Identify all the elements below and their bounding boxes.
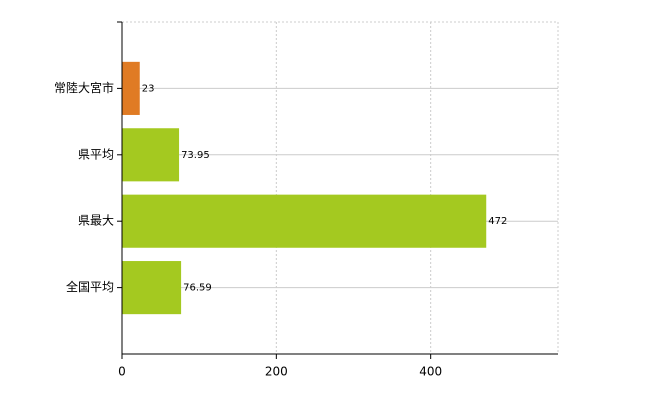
y-tick-label: 常陸大宮市 [54,80,114,95]
value-label: 23 [142,83,155,94]
x-tick-label: 200 [265,365,288,379]
y-tick-label: 県平均 [78,147,114,161]
value-label: 76.59 [183,283,212,294]
y-tick-label: 全国平均 [66,279,114,294]
y-tick-label: 県最大 [78,214,114,228]
value-label: 472 [488,216,507,227]
value-label: 73.95 [181,150,210,161]
x-tick-label: 400 [419,365,442,379]
bar [122,128,180,182]
bar [122,194,487,248]
x-tick-label: 0 [118,365,126,379]
bar [122,261,182,315]
bar [122,61,140,115]
